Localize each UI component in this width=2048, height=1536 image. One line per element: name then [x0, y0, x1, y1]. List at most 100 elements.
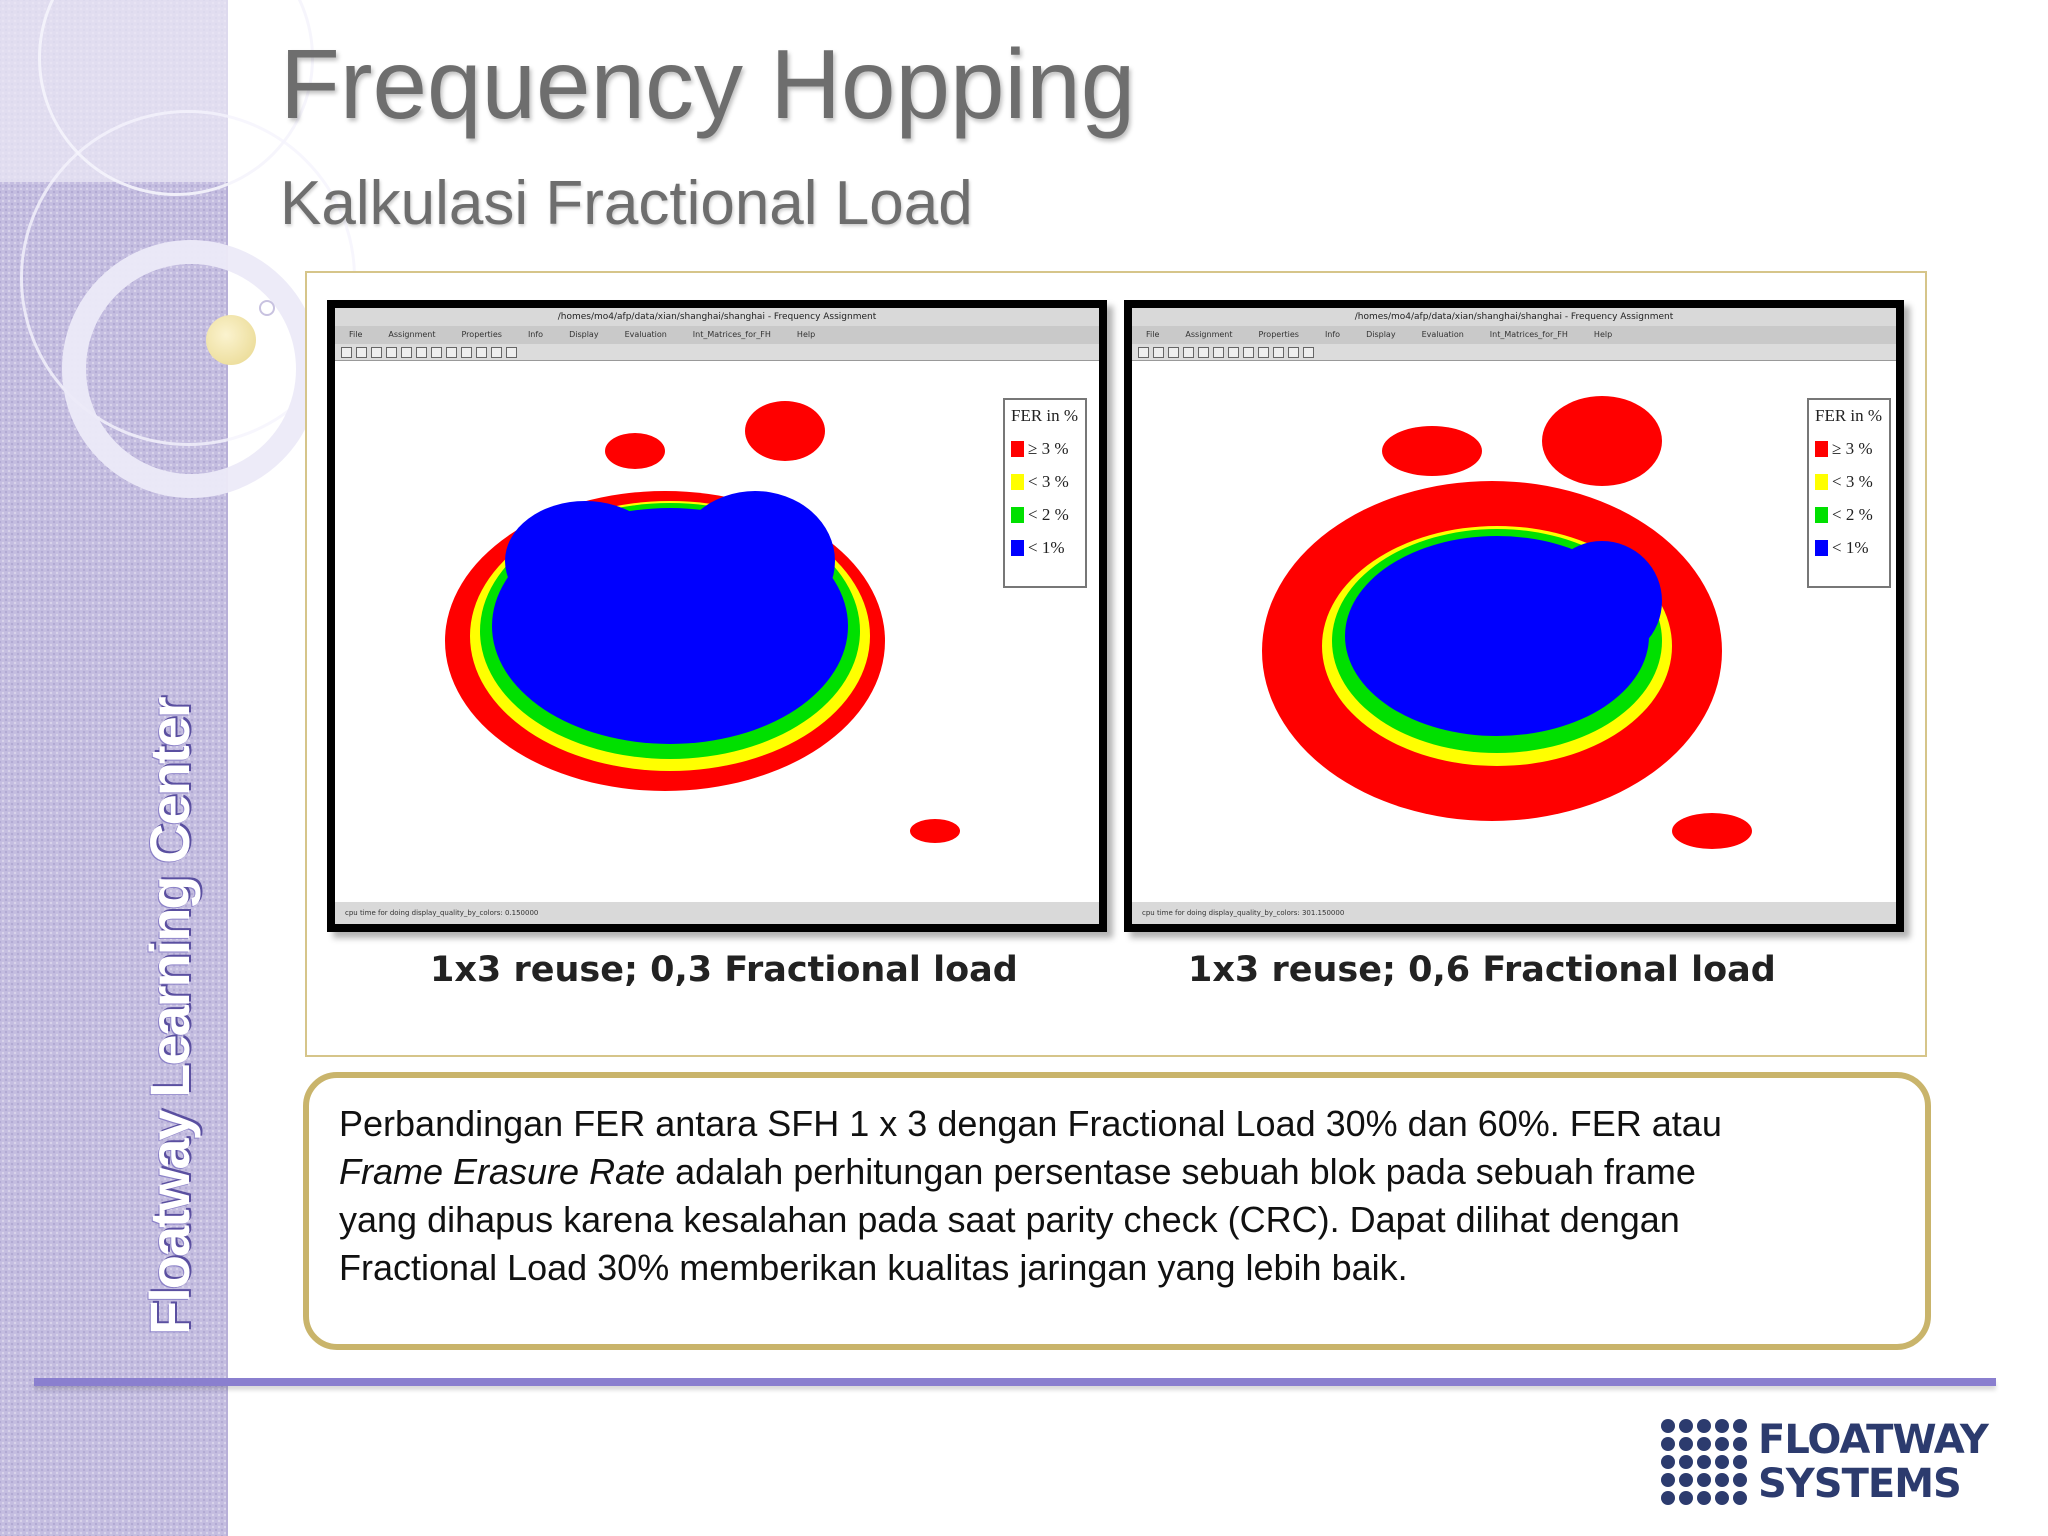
- menu-item-assignment[interactable]: Assignment: [1185, 330, 1233, 339]
- logo-dots-icon: [1661, 1419, 1747, 1505]
- coverage-red-area: [605, 433, 665, 469]
- logo-dot: [1733, 1455, 1747, 1469]
- menu-item-file[interactable]: File: [1146, 330, 1160, 339]
- tool-button[interactable]: [476, 346, 487, 358]
- tool-button[interactable]: [1258, 346, 1269, 358]
- legend-label: < 3 %: [1832, 471, 1873, 491]
- tool-button[interactable]: [401, 346, 412, 358]
- menu-bar: File Assignment Properties Info Display …: [335, 326, 1099, 344]
- logo-dot: [1661, 1473, 1675, 1487]
- legend-label: ≥ 3 %: [1832, 438, 1873, 458]
- coverage-blue-area: [1542, 541, 1662, 661]
- small-dot-decoration: [259, 300, 275, 316]
- description-line: Fractional Load 30% memberikan kualitas …: [339, 1247, 1408, 1288]
- tool-button[interactable]: [1138, 346, 1149, 358]
- menu-item-display[interactable]: Display: [1366, 330, 1396, 339]
- menu-item-file[interactable]: File: [349, 330, 363, 339]
- tool-button[interactable]: [1303, 346, 1314, 358]
- legend-item: < 3 %: [1011, 465, 1079, 498]
- logo-dot: [1715, 1491, 1729, 1505]
- tool-button[interactable]: [356, 346, 367, 358]
- legend-item: < 2 %: [1815, 498, 1883, 531]
- figure-caption-right: 1x3 reuse; 0,6 Fractional load: [1188, 950, 1776, 990]
- tool-button[interactable]: [491, 346, 502, 358]
- menu-item-int-matrices[interactable]: Int_Matrices_for_FH: [1489, 330, 1568, 339]
- legend-swatch-blue: [1011, 539, 1024, 556]
- tool-button[interactable]: [431, 346, 442, 358]
- footer-divider: [34, 1378, 1996, 1386]
- slide-title: Frequency Hopping: [280, 29, 1136, 139]
- logo-dot: [1697, 1455, 1711, 1469]
- status-bar: cpu time for doing display_quality_by_co…: [335, 902, 1099, 924]
- tool-button[interactable]: [1273, 346, 1284, 358]
- coverage-blue-area: [505, 501, 665, 621]
- legend-item: < 2 %: [1011, 498, 1079, 531]
- tool-button[interactable]: [1168, 346, 1179, 358]
- menu-item-help[interactable]: Help: [1593, 330, 1613, 339]
- legend-label: < 2 %: [1028, 504, 1069, 524]
- menu-item-info[interactable]: Info: [1324, 330, 1341, 339]
- tool-button[interactable]: [341, 346, 352, 358]
- logo-dot: [1697, 1437, 1711, 1451]
- tool-button[interactable]: [1183, 346, 1194, 358]
- coverage-red-area: [1542, 396, 1662, 486]
- tool-button[interactable]: [461, 346, 472, 358]
- logo-dot: [1697, 1473, 1711, 1487]
- tool-button[interactable]: [446, 346, 457, 358]
- tool-button[interactable]: [1288, 346, 1299, 358]
- legend-swatch-yellow: [1011, 473, 1024, 490]
- bullet-dot-decoration: [206, 315, 256, 365]
- legend-label: < 1%: [1028, 537, 1065, 557]
- fer-legend: FER in % ≥ 3 % < 3 % < 2 % < 1%: [1807, 398, 1891, 588]
- coverage-red-area: [745, 401, 825, 461]
- logo-dot: [1679, 1473, 1693, 1487]
- legend-swatch-red: [1011, 440, 1024, 457]
- legend-swatch-green: [1815, 506, 1828, 523]
- menu-item-help[interactable]: Help: [796, 330, 816, 339]
- legend-item: ≥ 3 %: [1011, 432, 1079, 465]
- window-title: /homes/mo4/afp/data/xian/shanghai/shangh…: [1132, 308, 1896, 326]
- logo-dot: [1679, 1491, 1693, 1505]
- legend-swatch-red: [1815, 440, 1828, 457]
- logo-dot: [1733, 1419, 1747, 1433]
- logo-line: FLOATWAY: [1758, 1417, 1989, 1463]
- menu-item-evaluation[interactable]: Evaluation: [1421, 330, 1464, 339]
- map-window-right: /homes/mo4/afp/data/xian/shanghai/shangh…: [1124, 300, 1904, 932]
- legend-item: < 1%: [1815, 531, 1883, 564]
- logo-dot: [1733, 1473, 1747, 1487]
- legend-swatch-yellow: [1815, 473, 1828, 490]
- coverage-blue-area: [675, 491, 835, 631]
- menu-item-display[interactable]: Display: [569, 330, 599, 339]
- toolbar: [335, 344, 1099, 361]
- tool-button[interactable]: [1228, 346, 1239, 358]
- logo-dot: [1697, 1419, 1711, 1433]
- legend-item: ≥ 3 %: [1815, 432, 1883, 465]
- menu-item-info[interactable]: Info: [527, 330, 544, 339]
- logo-dot: [1661, 1437, 1675, 1451]
- logo-dot: [1661, 1455, 1675, 1469]
- tool-button[interactable]: [1213, 346, 1224, 358]
- logo-dot: [1697, 1491, 1711, 1505]
- menu-item-properties[interactable]: Properties: [461, 330, 502, 339]
- tool-button[interactable]: [386, 346, 397, 358]
- menu-item-evaluation[interactable]: Evaluation: [624, 330, 667, 339]
- description-line: yang dihapus karena kesalahan pada saat …: [339, 1199, 1680, 1240]
- tool-button[interactable]: [1153, 346, 1164, 358]
- legend-item: < 3 %: [1815, 465, 1883, 498]
- menu-item-properties[interactable]: Properties: [1258, 330, 1299, 339]
- tool-button[interactable]: [416, 346, 427, 358]
- app-window: /homes/mo4/afp/data/xian/shanghai/shangh…: [1132, 308, 1896, 924]
- logo-line: SYSTEMS: [1758, 1461, 1962, 1507]
- tool-button[interactable]: [506, 346, 517, 358]
- tool-button[interactable]: [371, 346, 382, 358]
- menu-item-int-matrices[interactable]: Int_Matrices_for_FH: [692, 330, 771, 339]
- coverage-red-area: [1382, 426, 1482, 476]
- legend-item: < 1%: [1011, 531, 1079, 564]
- logo-dot: [1733, 1437, 1747, 1451]
- tool-button[interactable]: [1243, 346, 1254, 358]
- tool-button[interactable]: [1198, 346, 1209, 358]
- menu-item-assignment[interactable]: Assignment: [388, 330, 436, 339]
- legend-swatch-green: [1011, 506, 1024, 523]
- app-window: /homes/mo4/afp/data/xian/shanghai/shangh…: [335, 308, 1099, 924]
- logo-wordmark: FLOATWAY SYSTEMS: [1758, 1417, 1989, 1507]
